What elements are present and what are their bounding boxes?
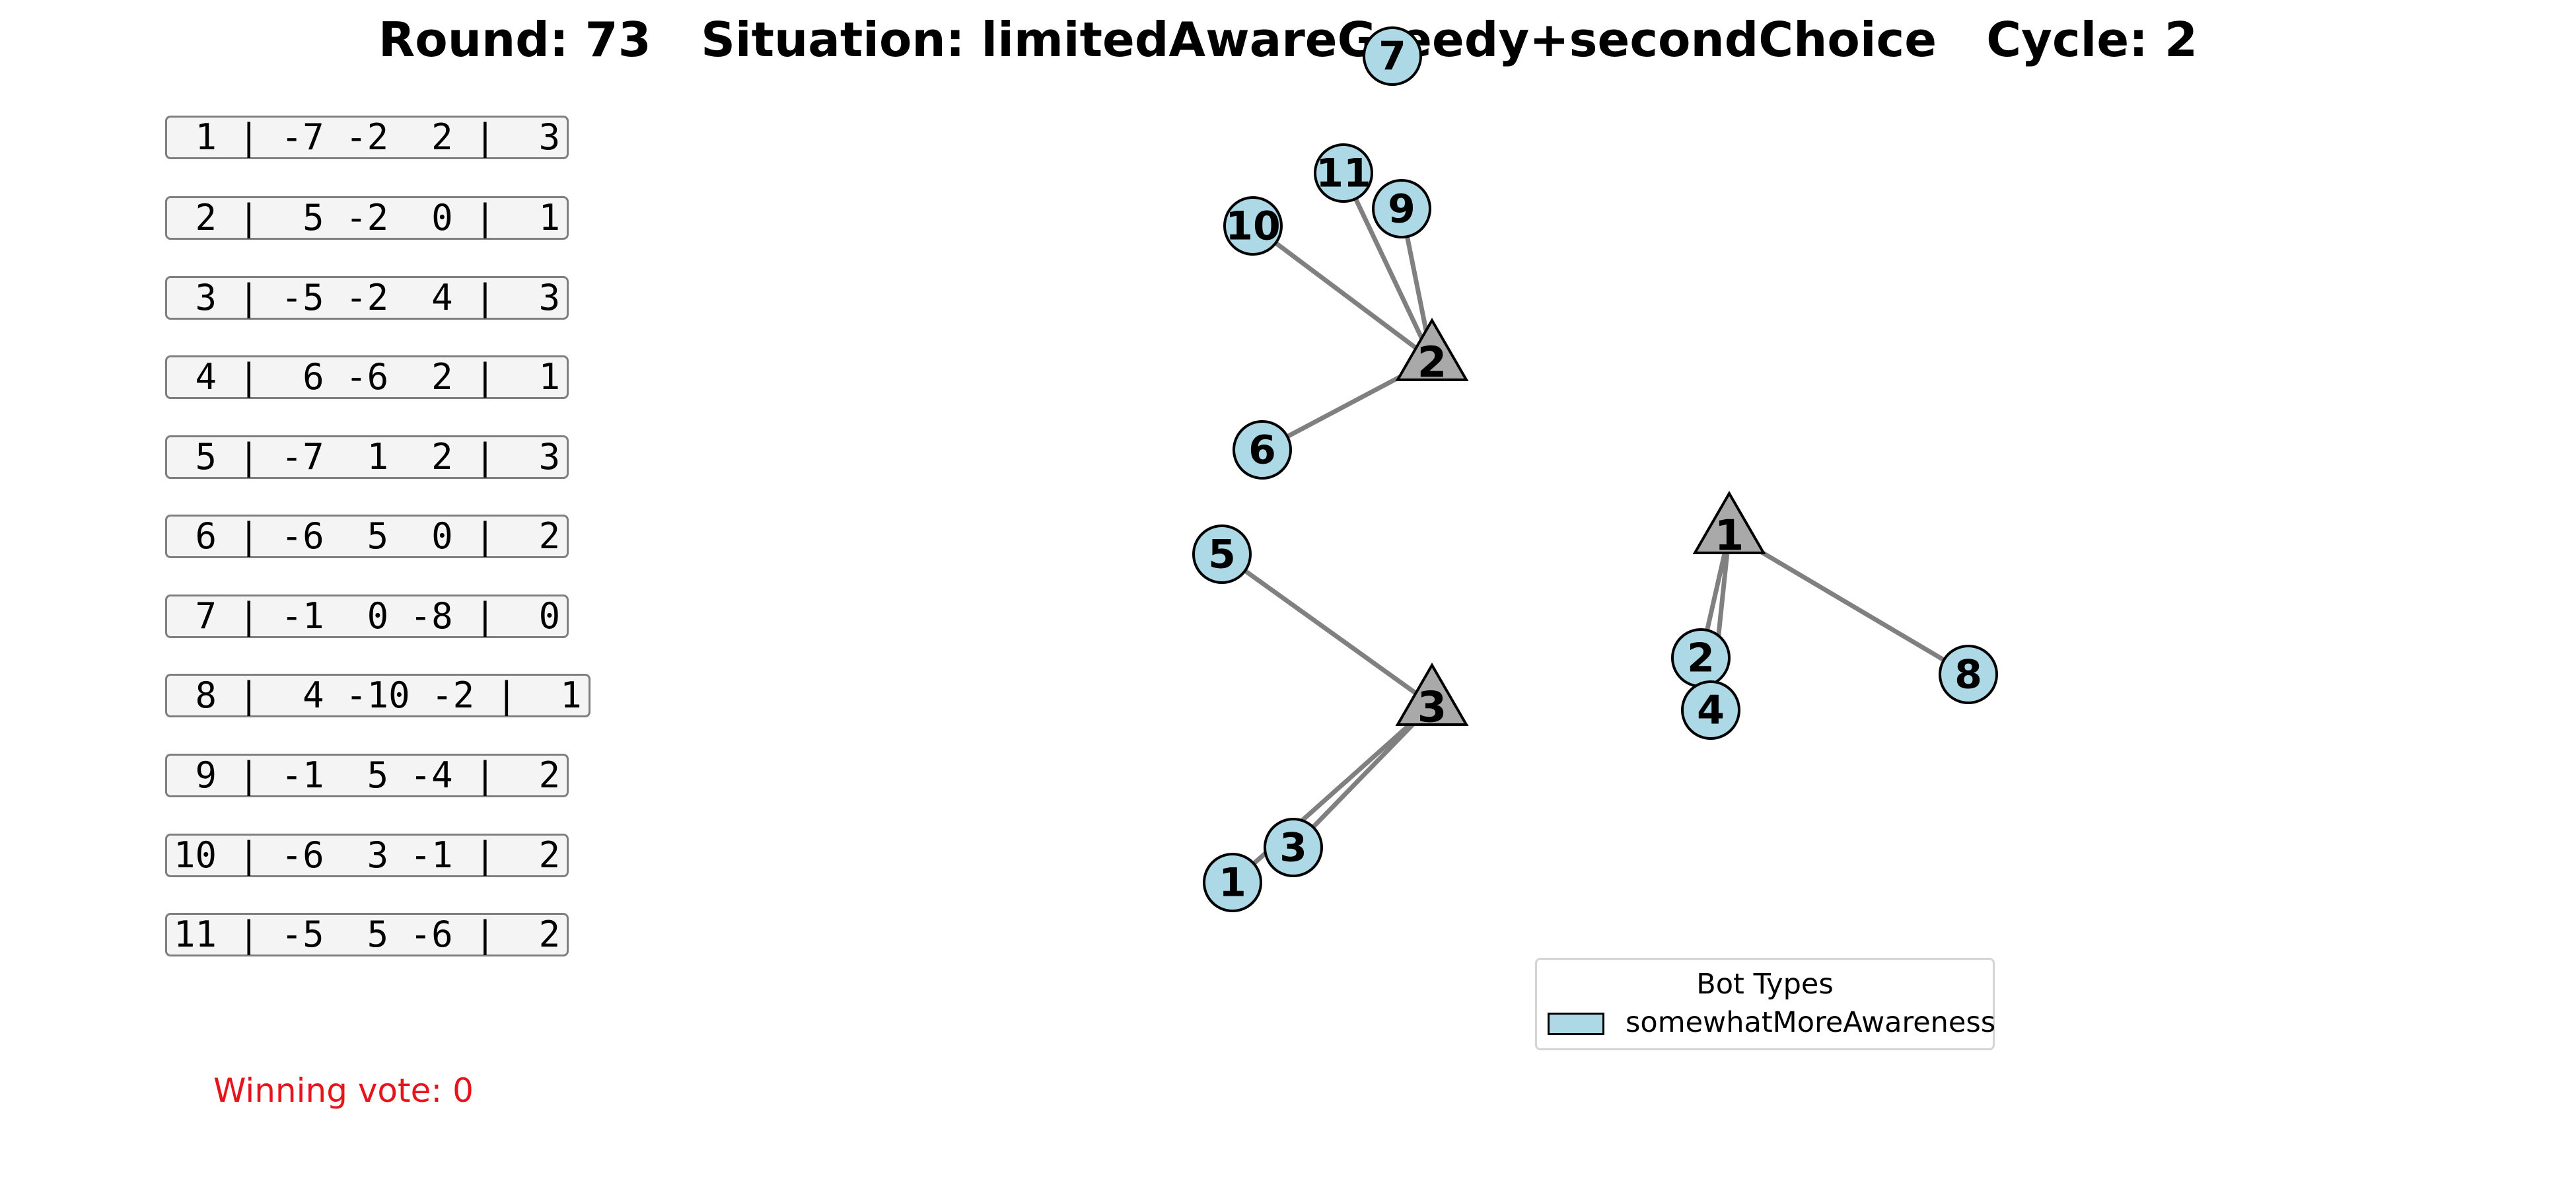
winning-vote-label: Winning vote: 0 (213, 1071, 474, 1110)
bot-label: 8 (1954, 652, 1982, 698)
candidate-node: 3 (1395, 662, 1469, 733)
bot-row: 1 | -7 -2 2 | 3 (165, 116, 569, 159)
bot-circle (1939, 645, 1998, 704)
bot-node: 6 (1233, 420, 1292, 480)
bot-node: 3 (1264, 818, 1323, 877)
bot-row: 2 | 5 -2 0 | 1 (165, 196, 569, 240)
bot-node: 1 (1203, 853, 1262, 912)
bot-circle (1681, 680, 1740, 740)
bot-row: 9 | -1 5 -4 | 2 (165, 754, 569, 797)
candidate-label: 1 (1715, 512, 1744, 561)
bot-row: 7 | -1 0 -8 | 0 (165, 594, 569, 638)
vote-edge (1746, 542, 1945, 663)
vote-edges (1243, 198, 1945, 866)
bot-label: 1 (1219, 860, 1246, 906)
bot-row: 4 | 6 -6 2 | 1 (165, 355, 569, 399)
vote-edge (1243, 569, 1417, 695)
vote-edge (1705, 554, 1727, 631)
bot-circle (1314, 143, 1373, 203)
bot-node: 5 (1192, 524, 1252, 584)
bot-nodes: 1 2 3 4 5 6 7 8 9 10 11 (1192, 26, 1998, 912)
bot-row: 6 | -6 5 0 | 2 (165, 515, 569, 558)
vote-edge (1286, 367, 1415, 439)
legend-label: somewhatMoreAwareness (1626, 1006, 1996, 1039)
legend-title: Bot Types (1696, 968, 1834, 1001)
bot-node: 2 (1671, 628, 1731, 688)
bot-node: 9 (1372, 179, 1431, 238)
bot-circle (1264, 818, 1323, 877)
bot-label: 10 (1225, 203, 1281, 250)
bot-label: 6 (1248, 427, 1276, 474)
bot-row: 11 | -5 5 -6 | 2 (165, 913, 569, 956)
bot-label: 5 (1208, 532, 1236, 578)
bot-node: 7 (1363, 26, 1422, 86)
candidate-triangle (1692, 490, 1766, 555)
legend: Bot Types somewhatMoreAwareness (1535, 958, 1995, 1050)
bot-circle (1233, 420, 1292, 480)
bot-node: 11 (1314, 143, 1373, 203)
bot-label: 9 (1388, 186, 1415, 233)
vote-edge (1311, 718, 1419, 829)
bot-label: 7 (1378, 34, 1406, 80)
bot-node: 8 (1939, 645, 1998, 704)
vote-edge (1274, 240, 1417, 349)
candidate-nodes: 1 2 3 (1395, 317, 1766, 733)
bot-row: 8 | 4 -10 -2 | 1 (165, 674, 590, 717)
candidate-label: 2 (1417, 339, 1447, 388)
candidate-label: 3 (1417, 684, 1447, 733)
bot-circle (1192, 524, 1252, 584)
bot-label: 3 (1279, 825, 1307, 871)
bot-label: 2 (1687, 635, 1715, 682)
vote-edge (1405, 236, 1431, 339)
page-title: Round: 73 Situation: limitedAwareGreedy+… (378, 12, 2198, 67)
candidate-node: 2 (1395, 317, 1469, 388)
candidate-node: 1 (1692, 490, 1766, 561)
candidate-triangle (1395, 317, 1469, 382)
vote-edge (1353, 198, 1425, 342)
bot-node: 10 (1223, 196, 1283, 256)
bot-label: 11 (1316, 151, 1371, 197)
bot-row: 5 | -7 1 2 | 3 (165, 435, 569, 479)
legend-swatch (1548, 1013, 1604, 1035)
bot-circle (1223, 196, 1283, 256)
bot-circle (1372, 179, 1431, 238)
candidate-triangle (1395, 662, 1469, 727)
bot-circle (1203, 853, 1262, 912)
bot-row: 10 | -6 3 -1 | 2 (165, 834, 569, 877)
bot-circle (1363, 26, 1422, 86)
bot-label: 4 (1697, 688, 1725, 734)
bot-node: 4 (1681, 680, 1740, 740)
bot-row: 3 | -5 -2 4 | 3 (165, 276, 569, 320)
